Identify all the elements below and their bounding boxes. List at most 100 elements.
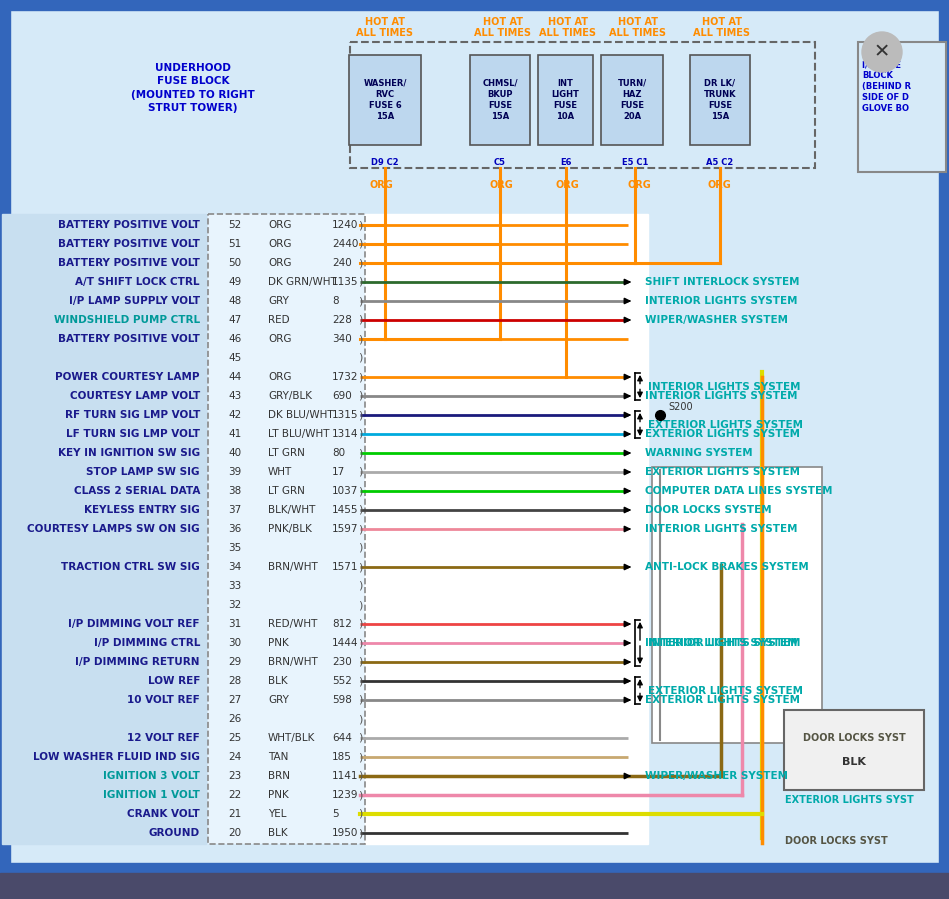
Text: 2440: 2440 [332, 239, 359, 249]
Text: A5 C2: A5 C2 [706, 158, 734, 167]
Text: PNK: PNK [268, 638, 288, 648]
Text: ): ) [358, 258, 362, 268]
Text: ): ) [358, 752, 362, 762]
Text: INTERIOR LIGHTS SYSTEM: INTERIOR LIGHTS SYSTEM [645, 524, 797, 534]
Text: CLASS 2 SERIAL DATA: CLASS 2 SERIAL DATA [74, 486, 200, 496]
Text: EXTERIOR LIGHTS SYSTEM: EXTERIOR LIGHTS SYSTEM [645, 467, 800, 477]
Text: DOOR LOCKS SYST: DOOR LOCKS SYST [803, 733, 905, 743]
Text: UNDERHOOD
FUSE BLOCK
(MOUNTED TO RIGHT
STRUT TOWER): UNDERHOOD FUSE BLOCK (MOUNTED TO RIGHT S… [131, 63, 255, 112]
Text: I/P DIMMING CTRL: I/P DIMMING CTRL [94, 638, 200, 648]
Text: ORG: ORG [268, 372, 291, 382]
Text: 41: 41 [228, 429, 241, 439]
Text: I/P FUSE
BLOCK
(BEHIND R
SIDE OF D
GLOVE BO: I/P FUSE BLOCK (BEHIND R SIDE OF D GLOVE… [862, 60, 911, 113]
Text: 27: 27 [228, 695, 241, 705]
Text: 10 VOLT REF: 10 VOLT REF [127, 695, 200, 705]
Text: 29: 29 [228, 657, 241, 667]
Text: LT GRN: LT GRN [268, 448, 305, 458]
Text: 1732: 1732 [332, 372, 359, 382]
Text: 50: 50 [228, 258, 241, 268]
Text: HOT AT: HOT AT [702, 17, 742, 27]
Circle shape [862, 32, 902, 72]
Text: ALL TIMES: ALL TIMES [357, 28, 414, 38]
Text: EXTERIOR LIGHTS SYSTEM: EXTERIOR LIGHTS SYSTEM [645, 695, 800, 705]
Text: BRN: BRN [268, 771, 290, 781]
Text: COMPUTER DATA LINES SYSTEM: COMPUTER DATA LINES SYSTEM [645, 486, 832, 496]
Text: ): ) [358, 524, 362, 534]
Text: BATTERY POSITIVE VOLT: BATTERY POSITIVE VOLT [58, 334, 200, 344]
Text: IGNITION 3 VOLT: IGNITION 3 VOLT [103, 771, 200, 781]
Bar [0, 873, 949, 899]
Text: ): ) [358, 619, 362, 629]
Text: 552: 552 [332, 676, 352, 686]
Text: ORG: ORG [268, 258, 291, 268]
Text: ALL TIMES: ALL TIMES [539, 28, 597, 38]
Text: 230: 230 [332, 657, 352, 667]
Text: HOT AT: HOT AT [618, 17, 658, 27]
Text: 1135: 1135 [332, 277, 359, 287]
Text: ORG: ORG [268, 220, 291, 230]
Text: 1950: 1950 [332, 828, 359, 838]
Text: ALL TIMES: ALL TIMES [694, 28, 751, 38]
Text: ): ) [358, 600, 362, 610]
Text: 46: 46 [228, 334, 241, 344]
Text: ✕: ✕ [874, 42, 890, 61]
Text: HOT AT: HOT AT [548, 17, 588, 27]
Text: ): ) [358, 315, 362, 325]
Text: ): ) [358, 448, 362, 458]
Text: 40: 40 [228, 448, 241, 458]
Text: 26: 26 [228, 714, 241, 724]
Text: ): ) [358, 296, 362, 306]
Text: 1571: 1571 [332, 562, 359, 572]
Text: 37: 37 [228, 505, 241, 515]
Text: ): ) [358, 353, 362, 363]
Text: KEY IN IGNITION SW SIG: KEY IN IGNITION SW SIG [58, 448, 200, 458]
Text: ): ) [358, 239, 362, 249]
Text: ): ) [358, 676, 362, 686]
Text: BATTERY POSITIVE VOLT: BATTERY POSITIVE VOLT [58, 220, 200, 230]
Text: 228: 228 [332, 315, 352, 325]
Bar [208, 214, 365, 844]
Text: E5 C1: E5 C1 [622, 158, 648, 167]
Bar [0, 863, 949, 873]
Text: GRY: GRY [268, 296, 288, 306]
Text: I/P LAMP SUPPLY VOLT: I/P LAMP SUPPLY VOLT [69, 296, 200, 306]
Text: WHT: WHT [268, 467, 292, 477]
Text: ): ) [358, 372, 362, 382]
Text: ORG: ORG [268, 334, 291, 344]
Text: ): ) [358, 467, 362, 477]
Text: S200: S200 [668, 402, 693, 412]
Text: ANTI-LOCK BRAKES SYSTEM: ANTI-LOCK BRAKES SYSTEM [645, 562, 809, 572]
Bar [470, 55, 530, 145]
Text: ALL TIMES: ALL TIMES [609, 28, 666, 38]
Text: ): ) [358, 543, 362, 553]
Text: 20: 20 [228, 828, 241, 838]
Bar [350, 42, 815, 168]
Text: 1444: 1444 [332, 638, 359, 648]
Text: BRN/WHT: BRN/WHT [268, 657, 318, 667]
Text: ): ) [358, 429, 362, 439]
Text: EXTERIOR LIGHTS SYST: EXTERIOR LIGHTS SYST [785, 795, 914, 805]
Text: 31: 31 [228, 619, 241, 629]
Bar [690, 55, 750, 145]
Bar [601, 55, 663, 145]
Text: ): ) [358, 486, 362, 496]
Text: EXTERIOR LIGHTS SYSTEM: EXTERIOR LIGHTS SYSTEM [645, 429, 800, 439]
Text: ): ) [358, 334, 362, 344]
Text: 45: 45 [228, 353, 241, 363]
Text: LT GRN: LT GRN [268, 486, 305, 496]
Text: 23: 23 [228, 771, 241, 781]
Text: 1315: 1315 [332, 410, 359, 420]
Text: 240: 240 [332, 258, 352, 268]
Text: COURTESY LAMP VOLT: COURTESY LAMP VOLT [69, 391, 200, 401]
Text: 12 VOLT REF: 12 VOLT REF [127, 733, 200, 743]
Text: 185: 185 [332, 752, 352, 762]
Text: TAN: TAN [268, 752, 288, 762]
Text: BLK: BLK [268, 828, 288, 838]
Bar [939, 0, 949, 873]
Text: 25: 25 [228, 733, 241, 743]
Text: PNK: PNK [268, 790, 288, 800]
Bar [784, 710, 924, 790]
Text: C5: C5 [494, 158, 506, 167]
Text: 52: 52 [228, 220, 241, 230]
Text: 24: 24 [228, 752, 241, 762]
